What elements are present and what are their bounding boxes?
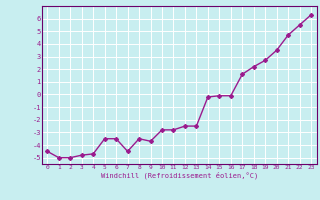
X-axis label: Windchill (Refroidissement éolien,°C): Windchill (Refroidissement éolien,°C) — [100, 171, 258, 179]
